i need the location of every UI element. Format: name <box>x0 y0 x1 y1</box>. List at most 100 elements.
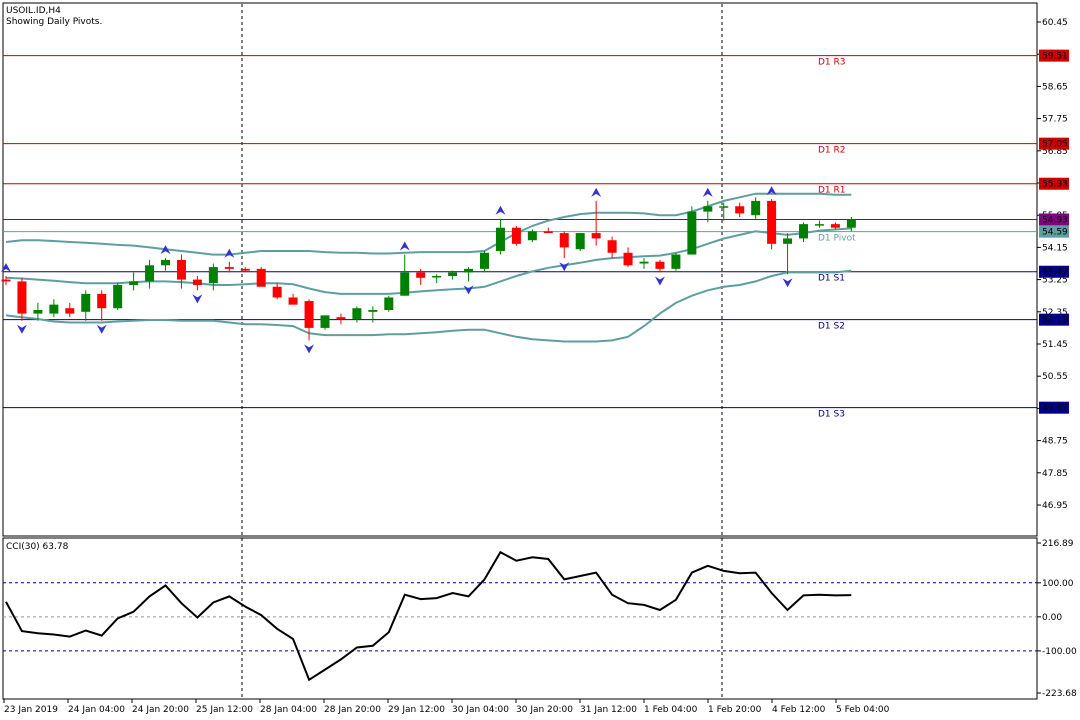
fractal-down-icon <box>463 285 474 295</box>
candle-body <box>623 252 633 266</box>
candle-body <box>559 233 569 248</box>
price-tag <box>1039 137 1069 150</box>
candle-body <box>846 219 856 228</box>
candle-body <box>192 279 202 285</box>
cci-title: CCI(30) 63.78 <box>6 542 69 552</box>
fractal-down-icon <box>304 344 315 354</box>
candle-body <box>751 200 761 216</box>
cci-levels <box>3 582 1037 652</box>
x-tick-label: 1 Feb 20:00 <box>708 705 762 715</box>
price-tag-label: 54.59 <box>1042 228 1068 238</box>
y-tick-label: 52.35 <box>1042 308 1068 318</box>
vertical-separators <box>241 4 723 699</box>
pivot-label: D1 Pivot <box>818 234 856 244</box>
y-axis-main: 60.4559.5558.6557.7556.8555.9555.0554.15… <box>1037 18 1068 511</box>
candle-body <box>607 240 617 253</box>
candle-body <box>814 224 824 226</box>
price-tag-label: 57.05 <box>1042 140 1068 150</box>
y-tick-label: 56.85 <box>1042 147 1068 157</box>
candle-body <box>719 206 729 208</box>
fractal-up-icon <box>224 248 235 258</box>
y-tick-label: 51.45 <box>1042 340 1068 350</box>
candle-body <box>671 254 681 269</box>
bollinger-bands <box>5 192 852 343</box>
candle-body <box>33 310 43 314</box>
candle-body <box>687 211 697 255</box>
candle-body <box>304 301 314 328</box>
price-tag-label: 52.13 <box>1042 316 1068 326</box>
candle-body <box>495 227 505 251</box>
candle-body <box>113 284 123 309</box>
y-tick-label: 46.95 <box>1042 501 1068 511</box>
fractal-down-icon <box>96 324 107 334</box>
chart-title: USOIL.ID,H4 <box>6 6 61 16</box>
candle-body <box>464 268 474 273</box>
fractal-up-icon <box>766 186 777 196</box>
candle-body <box>288 297 298 305</box>
pivot-label: D1 S3 <box>818 410 845 420</box>
price-tag <box>1039 213 1069 226</box>
y-tick-label: 48.75 <box>1042 437 1068 447</box>
bollinger-middle <box>5 227 852 295</box>
x-tick-label: 29 Jan 12:00 <box>388 705 445 715</box>
fractal-up-icon <box>495 205 506 215</box>
price-tag-label: 49.67 <box>1042 404 1068 414</box>
x-tick-label: 30 Jan 04:00 <box>452 705 509 715</box>
candle-body <box>272 286 282 298</box>
candle-body <box>320 315 330 328</box>
fractal-down-icon <box>654 276 665 286</box>
candle-body <box>448 272 458 277</box>
fractal-down-icon <box>192 294 203 304</box>
y-tick-label: 57.75 <box>1042 115 1068 125</box>
fractal-down-icon <box>16 324 27 334</box>
x-tick-label: 31 Jan 12:00 <box>580 705 637 715</box>
pivot-price-tags: 59.51 57.05 55.93 54.59 53.47 52.13 49.67 54.93 <box>1039 49 1069 414</box>
x-tick-label: 24 Jan 20:00 <box>132 705 189 715</box>
candle-body <box>161 259 170 266</box>
candle-body <box>639 261 649 264</box>
price-tag <box>1039 401 1069 414</box>
fractal-up-icon <box>702 187 713 197</box>
candle-body <box>352 308 362 319</box>
candle-body <box>65 308 75 314</box>
bollinger-upper <box>5 192 852 256</box>
x-tick-label: 28 Jan 04:00 <box>260 705 317 715</box>
fractal-down-icon <box>559 262 570 272</box>
cci-y-tick-label: 216.89 <box>1042 539 1074 549</box>
pivot-label: D1 S2 <box>818 322 845 332</box>
candle-body <box>336 317 346 319</box>
candle-body <box>224 267 234 269</box>
candle-body <box>799 224 808 239</box>
y-tick-label: 47.85 <box>1042 469 1068 479</box>
y-tick-label: 58.65 <box>1042 82 1068 92</box>
candle-body <box>256 268 266 287</box>
cci-series-line <box>5 550 852 682</box>
fractal-up-icon <box>160 245 171 255</box>
candle-body <box>97 293 107 309</box>
candle-body <box>1 279 11 282</box>
bollinger-lower <box>5 269 852 343</box>
candle-body <box>368 310 378 312</box>
fractals <box>1 186 793 354</box>
candle-body <box>81 293 91 312</box>
candles <box>1 197 856 341</box>
candle-body <box>400 272 410 296</box>
x-tick-label: 5 Feb 04:00 <box>836 705 890 715</box>
candle-body <box>145 265 155 282</box>
price-tag <box>1039 313 1069 326</box>
candle-body <box>432 276 442 278</box>
candle-body <box>767 200 777 244</box>
x-tick-label: 24 Jan 04:00 <box>68 705 125 715</box>
main-panel-frame <box>2 2 1038 537</box>
fractal-down-icon <box>782 278 793 288</box>
candle-body <box>735 206 745 214</box>
candle-body <box>543 231 553 234</box>
cci-panel-frame <box>2 537 1038 700</box>
y-tick-label: 54.15 <box>1042 243 1068 253</box>
x-tick-label: 28 Jan 20:00 <box>324 705 381 715</box>
y-axis-cci: 216.89 100.00 0.00 -100.00 -223.68 <box>1037 539 1077 699</box>
y-tick-label: 53.25 <box>1042 276 1068 286</box>
price-tag-label: 54.93 <box>1042 215 1068 225</box>
candle-body <box>17 281 27 314</box>
